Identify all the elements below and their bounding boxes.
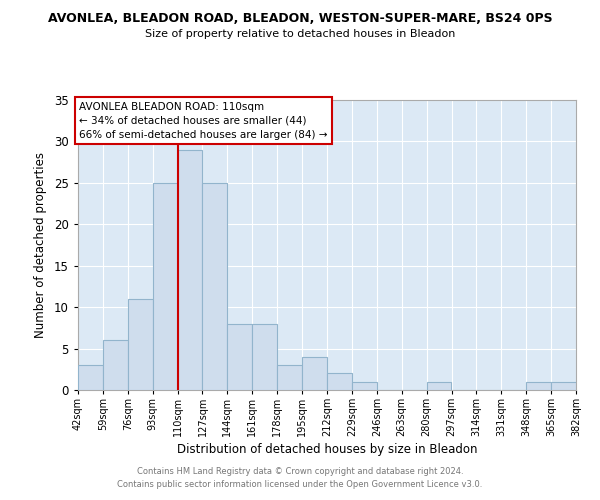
Text: Size of property relative to detached houses in Bleadon: Size of property relative to detached ho… xyxy=(145,29,455,39)
Bar xyxy=(128,299,152,390)
Y-axis label: Number of detached properties: Number of detached properties xyxy=(34,152,47,338)
Bar xyxy=(252,324,277,390)
Bar xyxy=(78,365,103,390)
Bar xyxy=(202,183,227,390)
Bar xyxy=(427,382,451,390)
Bar xyxy=(277,365,302,390)
X-axis label: Distribution of detached houses by size in Bleadon: Distribution of detached houses by size … xyxy=(177,444,477,456)
Bar xyxy=(103,340,128,390)
Bar xyxy=(352,382,377,390)
Bar xyxy=(152,183,178,390)
Bar xyxy=(526,382,551,390)
Bar xyxy=(178,150,202,390)
Bar xyxy=(327,374,352,390)
Bar xyxy=(227,324,252,390)
Text: Contains HM Land Registry data © Crown copyright and database right 2024.: Contains HM Land Registry data © Crown c… xyxy=(137,467,463,476)
Text: Contains public sector information licensed under the Open Government Licence v3: Contains public sector information licen… xyxy=(118,480,482,489)
Bar xyxy=(551,382,576,390)
Bar xyxy=(302,357,327,390)
Text: AVONLEA, BLEADON ROAD, BLEADON, WESTON-SUPER-MARE, BS24 0PS: AVONLEA, BLEADON ROAD, BLEADON, WESTON-S… xyxy=(47,12,553,26)
Text: AVONLEA BLEADON ROAD: 110sqm
← 34% of detached houses are smaller (44)
66% of se: AVONLEA BLEADON ROAD: 110sqm ← 34% of de… xyxy=(79,102,328,140)
